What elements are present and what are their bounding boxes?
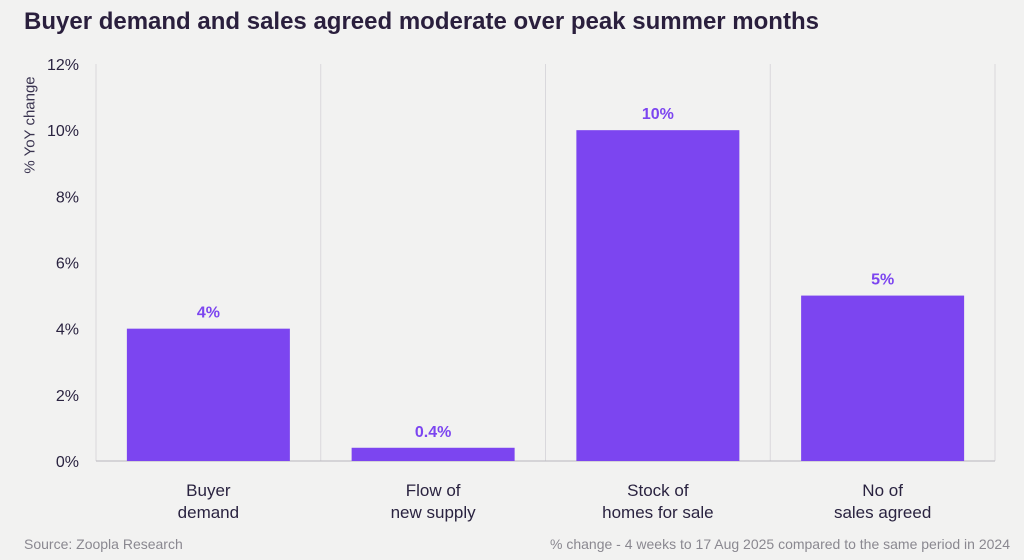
- chart-title: Buyer demand and sales agreed moderate o…: [24, 8, 819, 35]
- bar-value-label: 10%: [642, 106, 674, 123]
- x-category-label: Buyer: [186, 481, 231, 500]
- source-note: Source: Zoopla Research: [24, 536, 183, 552]
- x-category-label: homes for sale: [602, 503, 714, 522]
- x-category-label: sales agreed: [834, 503, 931, 522]
- x-category-label: No of: [862, 481, 903, 500]
- y-tick-label: 2%: [56, 388, 79, 405]
- x-category-label: demand: [178, 503, 239, 522]
- bar-value-label: 5%: [871, 272, 894, 289]
- x-category-label: new supply: [391, 503, 477, 522]
- y-tick-label: 4%: [56, 322, 79, 339]
- bar-value-label: 0.4%: [415, 424, 451, 441]
- y-tick-label: 8%: [56, 189, 79, 206]
- x-category-label: Flow of: [406, 481, 461, 500]
- y-tick-label: 6%: [56, 256, 79, 273]
- y-tick-label: 12%: [47, 57, 79, 74]
- bar-value-label: 4%: [197, 305, 220, 322]
- period-note: % change - 4 weeks to 17 Aug 2025 compar…: [550, 536, 1010, 552]
- bar: [801, 295, 965, 461]
- x-category-label: Stock of: [627, 481, 689, 500]
- bar: [351, 447, 515, 461]
- bar: [576, 130, 740, 461]
- y-tick-label: 10%: [47, 123, 79, 140]
- y-tick-label: 0%: [56, 454, 79, 471]
- bar: [126, 328, 290, 461]
